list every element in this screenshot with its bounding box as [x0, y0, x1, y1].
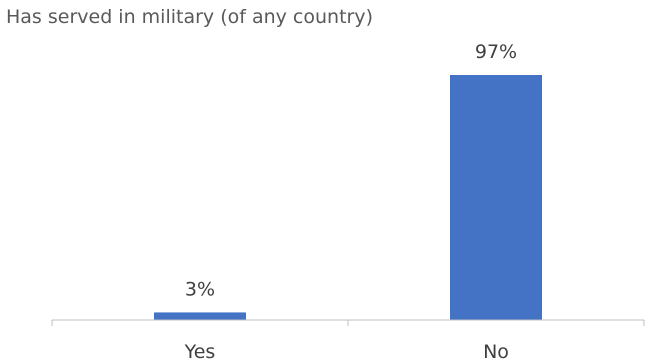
bar-yes	[154, 312, 246, 320]
labels-layer: 3% Yes 97% No	[184, 41, 517, 362]
bars-layer	[154, 75, 542, 320]
category-label-no: No	[483, 341, 509, 362]
bar-no	[450, 75, 542, 320]
x-axis	[51, 319, 645, 326]
data-label-yes: 3%	[185, 278, 215, 300]
data-label-no: 97%	[475, 41, 517, 63]
chart-title: Has served in military (of any country)	[6, 6, 374, 28]
category-label-yes: Yes	[184, 341, 216, 362]
